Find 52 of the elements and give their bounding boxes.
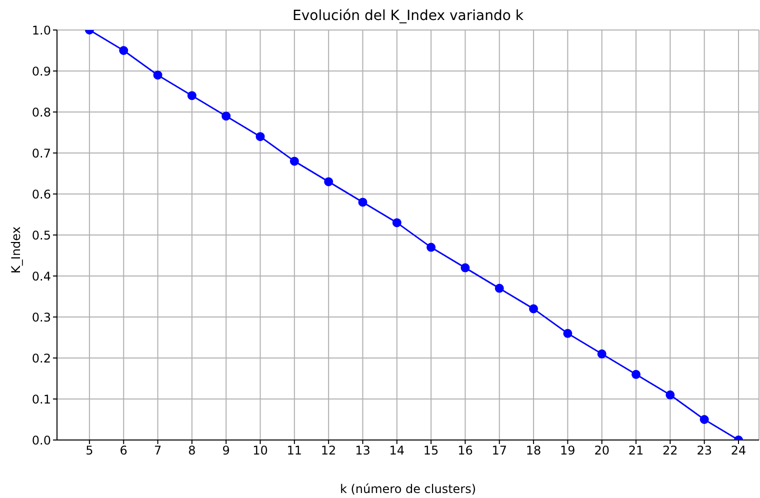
x-tick-label: 19 (560, 444, 576, 458)
x-tick-label: 20 (594, 444, 610, 458)
point (222, 112, 231, 121)
point (666, 390, 675, 400)
x-tick-label: 24 (730, 444, 746, 458)
y-axis-title: K_Index (9, 226, 23, 276)
point (119, 46, 128, 55)
chart-title: Evolución del K_Index variando k (292, 8, 524, 24)
point (392, 218, 402, 228)
y-tick-label: 0.1 (32, 392, 51, 406)
y-tick-label: 0.0 (32, 433, 51, 448)
x-tick-label: 11 (286, 444, 302, 458)
x-axis-title: k (número de clusters) (338, 482, 478, 496)
x-tick-label: 12 (320, 444, 336, 458)
y-tick-label: 1.0 (32, 23, 51, 38)
x-tick-label: 23 (696, 444, 712, 458)
x-tick-label: 7 (154, 444, 162, 458)
x-tick-label: 10 (252, 444, 268, 458)
point (290, 156, 299, 166)
y-tick-label: 0.7 (32, 146, 51, 160)
x-tick-label: 8 (188, 444, 196, 458)
x-tick-label: 17 (492, 444, 508, 458)
x-tick-label: 16 (458, 444, 473, 458)
y-tick-label: 0.5 (32, 228, 51, 242)
point (256, 132, 265, 142)
x-tick-label: 18 (526, 444, 542, 458)
point (529, 304, 538, 314)
x-tick-label: 6 (120, 444, 128, 458)
x-tick-label: 22 (662, 444, 678, 458)
x-tick-label: 13 (355, 444, 370, 458)
y-tick-label: 0.6 (32, 187, 51, 202)
y-tick-label: 0.3 (32, 310, 51, 324)
y-tick-label: 0.2 (32, 351, 51, 366)
point (700, 415, 709, 424)
point (358, 198, 368, 207)
point (460, 263, 470, 272)
point (426, 242, 436, 252)
point (494, 284, 504, 293)
y-tick-label: 0.9 (32, 64, 51, 78)
x-tick-label: 21 (628, 444, 644, 458)
point (324, 177, 334, 186)
point (187, 91, 196, 100)
y-tick-label: 0.8 (32, 105, 51, 120)
point (597, 349, 606, 358)
x-tick-label: 14 (389, 444, 405, 458)
point (563, 328, 572, 338)
x-tick-label: 15 (423, 444, 439, 458)
point (153, 70, 162, 80)
x-tick-label: 9 (222, 444, 230, 458)
point (632, 370, 641, 379)
x-tick-label: 5 (86, 444, 94, 458)
y-tick-label: 0.4 (32, 269, 51, 284)
